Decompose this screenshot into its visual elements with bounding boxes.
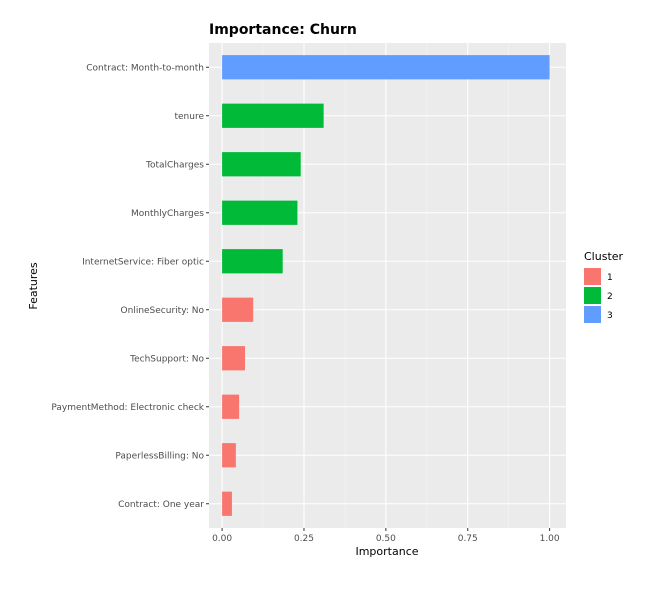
x-axis-title: Importance [355,545,418,558]
legend-label: 3 [607,311,613,321]
y-tick-label: OnlineSecurity: No [121,306,205,316]
x-tick-label: 1.00 [540,534,560,544]
bar [222,346,246,371]
y-tick-label: TechSupport: No [129,354,204,364]
bar [222,249,283,274]
x-tick-label: 0.75 [458,534,478,544]
y-tick-label: MonthlyCharges [131,209,204,219]
y-tick-label: TotalCharges [145,160,204,170]
bar [222,55,550,80]
legend-key [584,268,601,285]
y-tick-label: InternetService: Fiber optic [82,257,204,267]
y-tick-label: PaymentMethod: Electronic check [51,403,204,413]
y-axis: Contract: Month-to-month tenure TotalCharg… [51,63,209,510]
bar [222,491,232,516]
x-tick-label: 0.25 [294,534,314,544]
x-tick-label: 0.50 [376,534,396,544]
legend-label: 2 [607,292,613,302]
y-tick-label: tenure [174,112,204,122]
bar [222,297,254,322]
bar [222,103,324,128]
plot-title: Importance: Churn [209,22,357,38]
x-axis: 0.00 0.25 0.50 0.75 1.00 [212,528,560,544]
bar [222,443,236,468]
legend: Cluster 1 2 3 [584,250,624,323]
legend-title: Cluster [584,250,624,263]
y-axis-title: Features [27,262,40,310]
bar [222,200,298,225]
legend-label: 1 [607,273,613,283]
y-tick-label: PaperlessBilling: No [115,451,204,461]
legend-key [584,287,601,304]
bar [222,394,240,419]
bars [222,55,550,516]
y-tick-label: Contract: One year [118,500,204,510]
y-tick-label: Contract: Month-to-month [86,63,204,73]
legend-key [584,306,601,323]
bar [222,152,301,177]
x-tick-label: 0.00 [212,534,232,544]
